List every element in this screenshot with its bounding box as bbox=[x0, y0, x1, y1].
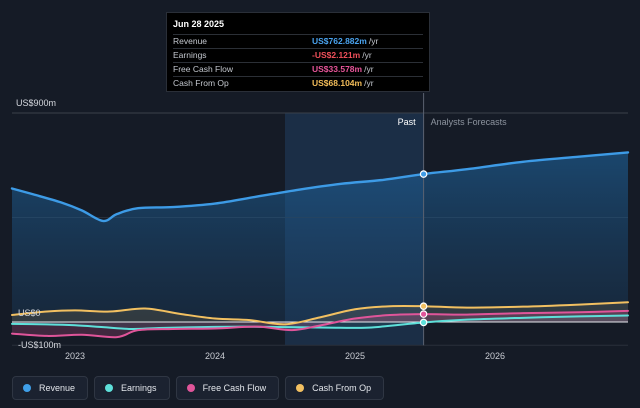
tooltip-unit: /yr bbox=[364, 78, 374, 88]
legend-item-cash-from-op[interactable]: Cash From Op bbox=[285, 376, 385, 400]
series-area-free-cash-flow bbox=[12, 310, 628, 338]
tooltip-unit: /yr bbox=[362, 50, 372, 60]
tooltip-label: Earnings bbox=[173, 50, 207, 60]
x-tick-label: 2025 bbox=[345, 351, 365, 361]
y-axis-label-top: US$900m bbox=[16, 98, 56, 108]
tooltip-unit: /yr bbox=[364, 64, 374, 74]
series-line-revenue bbox=[10, 151, 630, 223]
legend-label: Revenue bbox=[39, 383, 76, 393]
marker-earnings bbox=[419, 318, 428, 327]
tooltip-date: Jun 28 2025 bbox=[173, 19, 225, 29]
tooltip-row-cash-from-op: Cash From Op US$68.104m /yr bbox=[173, 76, 423, 90]
legend-label: Earnings bbox=[121, 383, 157, 393]
chart-canvas: US$900m US$0 -US$100m 2023 2024 2025 2026 Past A… bbox=[10, 93, 630, 361]
legend-swatch bbox=[23, 384, 31, 392]
tooltip-label: Cash From Op bbox=[173, 78, 229, 88]
x-tick-label: 2023 bbox=[65, 351, 85, 361]
legend-label: Cash From Op bbox=[312, 383, 372, 393]
marker-cash-from-op bbox=[419, 302, 428, 311]
legend-swatch bbox=[105, 384, 114, 392]
legend-item-earnings[interactable]: Earnings bbox=[94, 376, 170, 400]
tooltip-value: US$33.578m bbox=[312, 64, 363, 74]
marker-revenue bbox=[419, 170, 428, 178]
forecast-label: Analysts Forecasts bbox=[431, 117, 508, 127]
series-line-free-cash-flow bbox=[11, 309, 629, 339]
tooltip-value: US$762.882m bbox=[312, 36, 367, 46]
past-label: Past bbox=[398, 117, 417, 127]
legend-item-free-cash-flow[interactable]: Free Cash Flow bbox=[175, 376, 280, 400]
tooltip-row-revenue: Revenue US$762.882m /yr bbox=[173, 34, 423, 48]
tooltip-label: Revenue bbox=[173, 36, 208, 46]
y-axis-label-bottom: -US$100m bbox=[18, 340, 61, 350]
tooltip-value: -US$2.121m bbox=[312, 50, 361, 60]
y-axis-label-zero: US$0 bbox=[18, 308, 41, 318]
legend-swatch bbox=[186, 384, 195, 392]
x-tick-label: 2024 bbox=[205, 351, 225, 361]
legend-swatch bbox=[296, 384, 305, 392]
legend-label: Free Cash Flow bbox=[202, 383, 267, 393]
tooltip-unit: /yr bbox=[368, 36, 379, 46]
series-line-cash-from-op bbox=[11, 301, 629, 326]
legend-item-revenue[interactable]: Revenue bbox=[12, 376, 89, 400]
tooltip-row-free-cash-flow: Free Cash Flow US$33.578m /yr bbox=[173, 62, 423, 76]
marker-free-cash-flow bbox=[419, 310, 428, 318]
series-area-revenue bbox=[12, 152, 628, 322]
chart-legend: Revenue Earnings Free Cash Flow Cash Fro… bbox=[12, 376, 385, 400]
data-tooltip: Jun 28 2025 Revenue US$762.882m /yr Earn… bbox=[166, 12, 430, 92]
tooltip-label: Free Cash Flow bbox=[173, 64, 233, 74]
x-tick-label: 2026 bbox=[485, 351, 505, 361]
tooltip-row-earnings: Earnings -US$2.121m /yr bbox=[173, 48, 423, 62]
tooltip-value: US$68.104m bbox=[312, 78, 363, 88]
